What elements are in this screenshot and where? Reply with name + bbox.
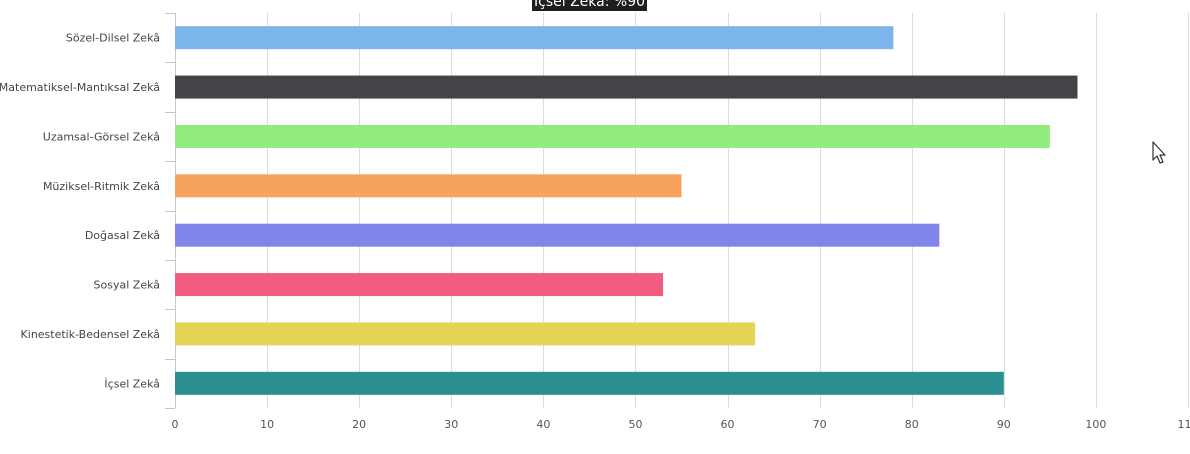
bar[interactable] [175, 322, 756, 346]
x-tick-label: 60 [721, 418, 735, 431]
x-axis-tick-labels: 0 10 20 30 40 50 60 70 80 90 100 110 [172, 418, 1190, 431]
bar[interactable] [175, 75, 1078, 99]
category-label: Kinestetik-Bedensel Zekâ [21, 328, 160, 341]
category-label: Sosyal Zekâ [94, 279, 160, 292]
bar[interactable] [175, 124, 1050, 148]
x-tick-label: 100 [1085, 418, 1106, 431]
category-label: Sözel-Dilsel Zekâ [66, 32, 160, 45]
bar[interactable] [175, 174, 682, 198]
bars [175, 26, 1078, 395]
bar[interactable] [175, 273, 664, 297]
x-tick-label: 110 [1178, 418, 1190, 431]
x-tick-label: 10 [260, 418, 274, 431]
bar-tooltip: İçsel Zekâ: %90 [532, 0, 648, 11]
category-label: Müziksel-Ritmik Zekâ [43, 180, 160, 193]
x-tick-label: 0 [172, 418, 179, 431]
category-label: Uzamsal-Görsel Zekâ [43, 130, 160, 143]
x-tick-label: 80 [905, 418, 919, 431]
bar[interactable] [175, 371, 1004, 395]
category-label: Matematiksel-Mantıksal Zekâ [0, 81, 160, 94]
x-tick-label: 40 [536, 418, 550, 431]
bar[interactable] [175, 223, 940, 247]
category-label: Doğasal Zekâ [85, 229, 160, 242]
bar[interactable] [175, 26, 894, 50]
mouse-pointer-icon [1152, 141, 1166, 164]
x-tick-label: 20 [352, 418, 366, 431]
grid-lines [165, 13, 1189, 409]
x-tick-label: 70 [813, 418, 827, 431]
category-label: İçsel Zekâ [104, 377, 160, 390]
x-tick-label: 30 [444, 418, 458, 431]
x-tick-label: 90 [997, 418, 1011, 431]
category-labels: Sözel-Dilsel Zekâ Matematiksel-Mantıksal … [0, 32, 160, 391]
x-tick-label: 50 [628, 418, 642, 431]
